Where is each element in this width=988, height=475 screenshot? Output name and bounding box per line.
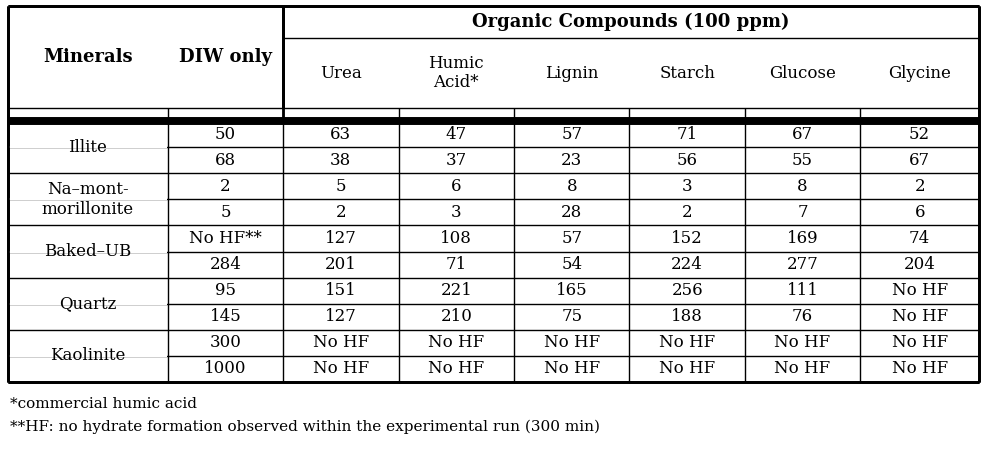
Text: 152: 152 <box>671 230 703 247</box>
Text: 210: 210 <box>441 308 472 325</box>
Text: No HF: No HF <box>891 361 947 378</box>
Text: 38: 38 <box>330 152 352 169</box>
Text: 75: 75 <box>561 308 582 325</box>
Text: 127: 127 <box>325 308 357 325</box>
Text: Starch: Starch <box>659 65 715 82</box>
Text: No HF: No HF <box>313 334 369 352</box>
Text: Glucose: Glucose <box>770 65 836 82</box>
Text: 57: 57 <box>561 125 582 142</box>
Text: 7: 7 <box>797 204 808 221</box>
Text: Humic
Acid*: Humic Acid* <box>429 55 484 91</box>
Text: 284: 284 <box>209 256 241 273</box>
Text: 127: 127 <box>325 230 357 247</box>
Text: No HF: No HF <box>891 308 947 325</box>
Text: DIW only: DIW only <box>179 48 272 66</box>
Text: 277: 277 <box>786 256 818 273</box>
Text: 55: 55 <box>792 152 813 169</box>
Text: 23: 23 <box>561 152 582 169</box>
Text: 165: 165 <box>556 282 588 299</box>
Text: 201: 201 <box>325 256 357 273</box>
Text: 2: 2 <box>336 204 346 221</box>
Text: 5: 5 <box>220 204 230 221</box>
Text: 2: 2 <box>220 178 231 195</box>
Text: No HF: No HF <box>428 334 484 352</box>
Text: 54: 54 <box>561 256 582 273</box>
Text: 111: 111 <box>786 282 818 299</box>
Text: No HF**: No HF** <box>189 230 262 247</box>
Text: 221: 221 <box>441 282 472 299</box>
Text: 6: 6 <box>915 204 925 221</box>
Text: 50: 50 <box>214 125 236 142</box>
Text: No HF: No HF <box>543 334 600 352</box>
Text: No HF: No HF <box>428 361 484 378</box>
Text: 63: 63 <box>330 125 352 142</box>
Text: 68: 68 <box>214 152 236 169</box>
Text: Na–mont-
morillonite: Na–mont- morillonite <box>41 181 134 218</box>
Text: 37: 37 <box>446 152 467 169</box>
Text: 67: 67 <box>909 152 931 169</box>
Text: No HF: No HF <box>891 282 947 299</box>
Text: No HF: No HF <box>543 361 600 378</box>
Text: Organic Compounds (100 ppm): Organic Compounds (100 ppm) <box>472 13 789 31</box>
Text: 169: 169 <box>786 230 818 247</box>
Text: 224: 224 <box>671 256 703 273</box>
Text: 74: 74 <box>909 230 931 247</box>
Text: **HF: no hydrate formation observed within the experimental run (300 min): **HF: no hydrate formation observed with… <box>10 420 600 434</box>
Text: 5: 5 <box>336 178 346 195</box>
Text: Kaolinite: Kaolinite <box>50 347 125 364</box>
Text: 256: 256 <box>672 282 703 299</box>
Text: No HF: No HF <box>775 334 831 352</box>
Text: Urea: Urea <box>320 65 362 82</box>
Text: 8: 8 <box>566 178 577 195</box>
Text: 151: 151 <box>325 282 357 299</box>
Text: 8: 8 <box>797 178 808 195</box>
Text: 28: 28 <box>561 204 582 221</box>
Text: Illite: Illite <box>68 139 108 156</box>
Text: *commercial humic acid: *commercial humic acid <box>10 397 197 411</box>
Text: 2: 2 <box>682 204 693 221</box>
Text: 2: 2 <box>914 178 925 195</box>
Text: Baked–UB: Baked–UB <box>44 243 131 260</box>
Text: 108: 108 <box>441 230 472 247</box>
Text: No HF: No HF <box>659 361 715 378</box>
Text: 204: 204 <box>904 256 936 273</box>
Text: No HF: No HF <box>313 361 369 378</box>
Text: 3: 3 <box>682 178 693 195</box>
Text: 300: 300 <box>209 334 241 352</box>
Text: 67: 67 <box>792 125 813 142</box>
Text: 3: 3 <box>451 204 461 221</box>
Text: 1000: 1000 <box>205 361 247 378</box>
Text: No HF: No HF <box>775 361 831 378</box>
Text: Lignin: Lignin <box>545 65 599 82</box>
Text: Quartz: Quartz <box>59 295 117 312</box>
Text: No HF: No HF <box>659 334 715 352</box>
Text: 188: 188 <box>671 308 703 325</box>
Text: 47: 47 <box>446 125 467 142</box>
Text: 71: 71 <box>446 256 467 273</box>
Text: 145: 145 <box>209 308 241 325</box>
Text: Glycine: Glycine <box>888 65 951 82</box>
Text: 71: 71 <box>677 125 698 142</box>
Text: 76: 76 <box>792 308 813 325</box>
Text: No HF: No HF <box>891 334 947 352</box>
Text: 56: 56 <box>677 152 698 169</box>
Text: Minerals: Minerals <box>43 48 132 66</box>
Text: 95: 95 <box>215 282 236 299</box>
Text: 57: 57 <box>561 230 582 247</box>
Text: 6: 6 <box>452 178 461 195</box>
Text: 52: 52 <box>909 125 931 142</box>
